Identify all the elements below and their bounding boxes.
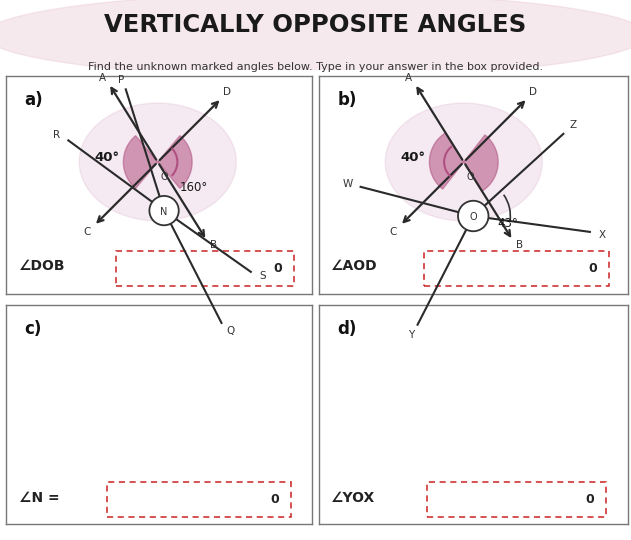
Text: 0: 0 [585,493,594,506]
Circle shape [150,196,179,225]
Text: VERTICALLY OPPOSITE ANGLES: VERTICALLY OPPOSITE ANGLES [104,14,527,37]
Text: Y: Y [408,330,414,340]
Text: A: A [99,72,107,83]
Circle shape [458,201,488,231]
Text: B: B [210,240,217,251]
Text: a): a) [25,91,44,109]
FancyBboxPatch shape [424,251,610,286]
Text: b): b) [337,91,357,109]
Text: X: X [598,230,605,240]
Text: C: C [83,227,91,237]
Text: O: O [161,172,168,182]
Text: 0: 0 [273,261,281,274]
Text: 0: 0 [270,493,279,506]
Text: O: O [469,212,477,222]
FancyBboxPatch shape [427,482,606,517]
Polygon shape [124,136,158,188]
Text: O: O [467,172,475,182]
Text: d): d) [337,320,357,339]
Text: Q: Q [227,326,235,335]
Polygon shape [464,135,498,191]
Text: W: W [342,179,353,189]
Text: 43°: 43° [497,218,518,231]
Text: A: A [405,72,413,83]
Text: Z: Z [569,119,576,130]
Polygon shape [430,133,464,189]
FancyBboxPatch shape [107,482,291,517]
FancyBboxPatch shape [117,251,294,286]
Text: ∠YOX: ∠YOX [331,490,375,504]
Ellipse shape [0,0,631,77]
Text: c): c) [25,320,42,339]
Text: C: C [389,227,397,237]
Text: ∠DOB: ∠DOB [18,259,65,273]
Text: R: R [53,130,61,140]
Text: S: S [259,271,266,281]
Text: 40°: 40° [400,151,425,164]
Polygon shape [158,136,192,188]
Text: N: N [160,207,168,217]
Text: P: P [117,76,124,85]
Ellipse shape [386,103,542,221]
Text: ∠N =: ∠N = [18,490,59,504]
Ellipse shape [80,103,236,221]
Text: D: D [223,87,232,97]
Text: B: B [516,240,523,251]
Text: 40°: 40° [94,151,119,164]
Text: ∠AOD: ∠AOD [331,259,377,273]
Text: 160°: 160° [179,181,208,194]
Text: 0: 0 [588,261,597,274]
Text: D: D [529,87,538,97]
Text: Find the unknown marked angles below. Type in your answer in the box provided.: Find the unknown marked angles below. Ty… [88,62,543,72]
